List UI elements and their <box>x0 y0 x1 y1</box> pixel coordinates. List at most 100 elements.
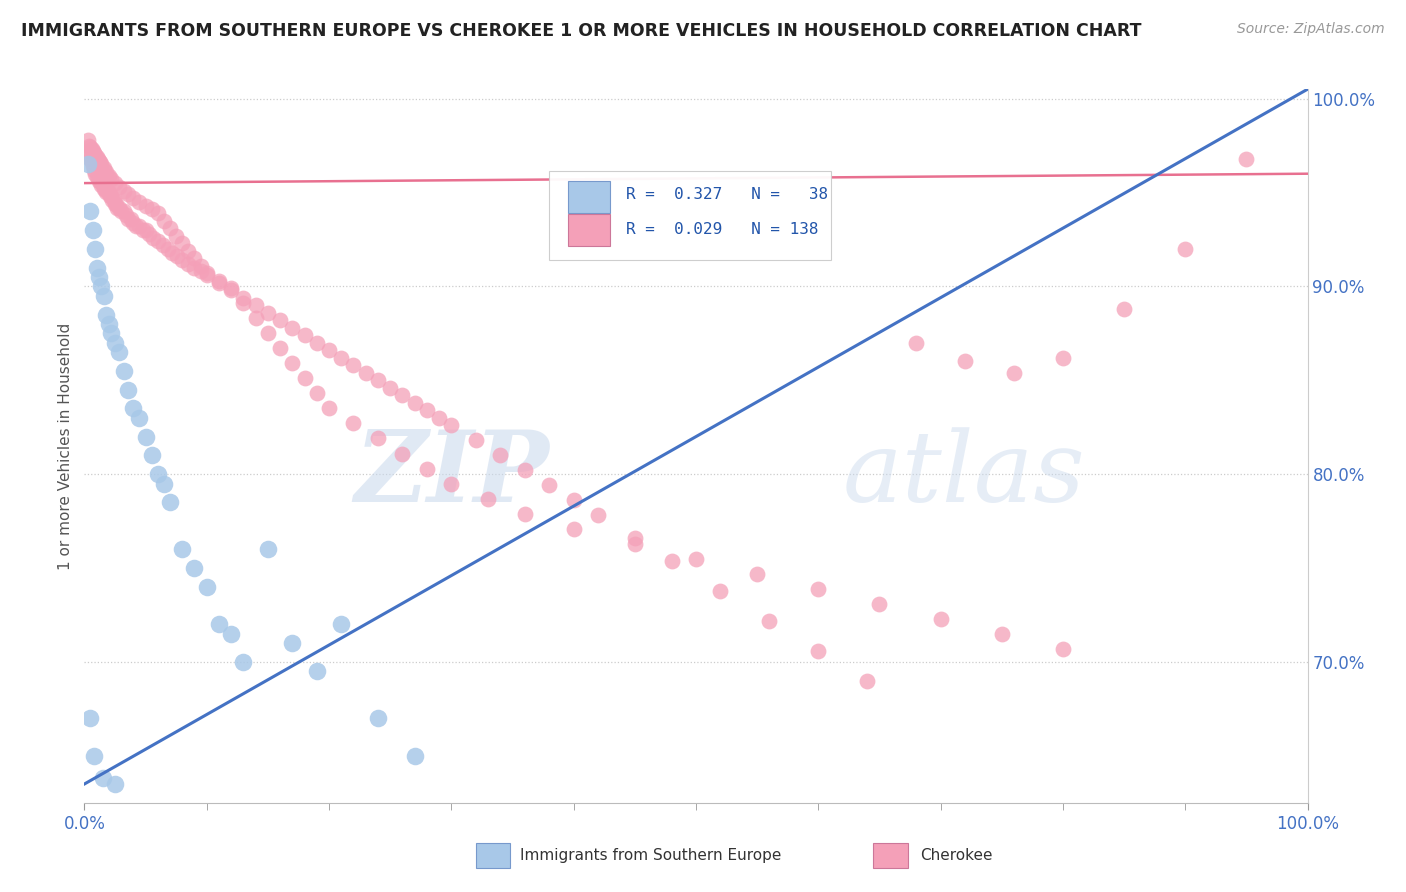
Point <box>330 351 353 365</box>
Point <box>869 597 891 611</box>
Point <box>391 388 413 402</box>
Point <box>93 161 115 175</box>
Point <box>84 148 107 162</box>
Point <box>128 410 150 425</box>
Point <box>1174 242 1197 256</box>
Point <box>159 221 181 235</box>
Point <box>83 163 105 178</box>
Point <box>513 463 536 477</box>
Point <box>153 213 176 227</box>
Point <box>97 186 120 200</box>
Point <box>90 157 112 171</box>
Point <box>156 242 179 256</box>
Point <box>96 165 118 179</box>
Point <box>330 617 353 632</box>
Point <box>141 202 163 217</box>
Point <box>87 153 110 168</box>
Point <box>709 583 731 598</box>
Point <box>318 343 340 358</box>
Point <box>391 446 413 460</box>
Point <box>87 174 110 188</box>
Point <box>232 296 254 310</box>
Point <box>440 476 463 491</box>
Point <box>80 142 103 156</box>
Point <box>90 178 112 192</box>
Point <box>120 211 142 226</box>
Bar <box>873 843 908 869</box>
Point <box>79 152 101 166</box>
Point <box>79 204 101 219</box>
Point <box>245 298 267 312</box>
Point <box>122 215 145 229</box>
Point <box>135 223 157 237</box>
Point <box>367 711 389 725</box>
Point <box>685 551 707 566</box>
Point <box>342 358 364 372</box>
Point <box>190 259 212 273</box>
Point <box>281 320 304 334</box>
Point <box>1114 301 1136 316</box>
Text: Immigrants from Southern Europe: Immigrants from Southern Europe <box>520 848 782 863</box>
Point <box>103 193 125 207</box>
Point <box>100 326 122 341</box>
Point <box>294 328 316 343</box>
Point <box>159 495 181 509</box>
Point <box>146 235 169 249</box>
Point <box>172 253 194 268</box>
Point <box>305 665 328 679</box>
Point <box>112 204 135 219</box>
Point <box>232 291 254 305</box>
Point <box>87 270 110 285</box>
Point <box>141 449 163 463</box>
Point <box>367 432 389 446</box>
Point <box>142 230 165 244</box>
Point <box>380 381 402 395</box>
Text: atlas: atlas <box>842 427 1085 522</box>
Point <box>195 580 218 594</box>
Point <box>195 268 218 282</box>
Point <box>562 522 585 536</box>
Point <box>1002 366 1025 380</box>
Point <box>269 342 291 356</box>
Point <box>83 748 105 763</box>
Point <box>219 281 242 295</box>
Point <box>661 553 683 567</box>
Point <box>269 313 291 327</box>
Point <box>1052 641 1074 656</box>
Point <box>110 204 132 219</box>
Point <box>105 201 128 215</box>
Point <box>91 772 114 786</box>
Point <box>79 140 101 154</box>
Point <box>172 542 194 557</box>
Point <box>807 582 830 596</box>
Point <box>84 242 107 256</box>
Point <box>77 138 100 153</box>
Point <box>87 152 110 166</box>
Point <box>91 178 114 192</box>
Point <box>77 148 100 162</box>
Point <box>96 186 118 200</box>
Point <box>93 182 115 196</box>
Text: R =  0.029   N = 138: R = 0.029 N = 138 <box>626 221 818 236</box>
Point <box>97 186 120 200</box>
Point <box>489 449 512 463</box>
Point <box>538 478 561 492</box>
Point <box>117 383 139 397</box>
Point <box>135 199 157 213</box>
Point <box>318 401 340 416</box>
Point <box>128 194 150 209</box>
Point <box>190 264 212 278</box>
Point <box>112 364 135 378</box>
Point <box>128 219 150 234</box>
Point <box>929 612 952 626</box>
Point <box>562 493 585 508</box>
Point <box>107 201 129 215</box>
Point <box>281 356 304 370</box>
Point <box>245 311 267 326</box>
Point <box>93 289 115 303</box>
Point <box>146 206 169 220</box>
Y-axis label: 1 or more Vehicles in Household: 1 or more Vehicles in Household <box>58 322 73 570</box>
Bar <box>568 180 610 212</box>
Point <box>122 191 145 205</box>
Point <box>165 228 187 243</box>
